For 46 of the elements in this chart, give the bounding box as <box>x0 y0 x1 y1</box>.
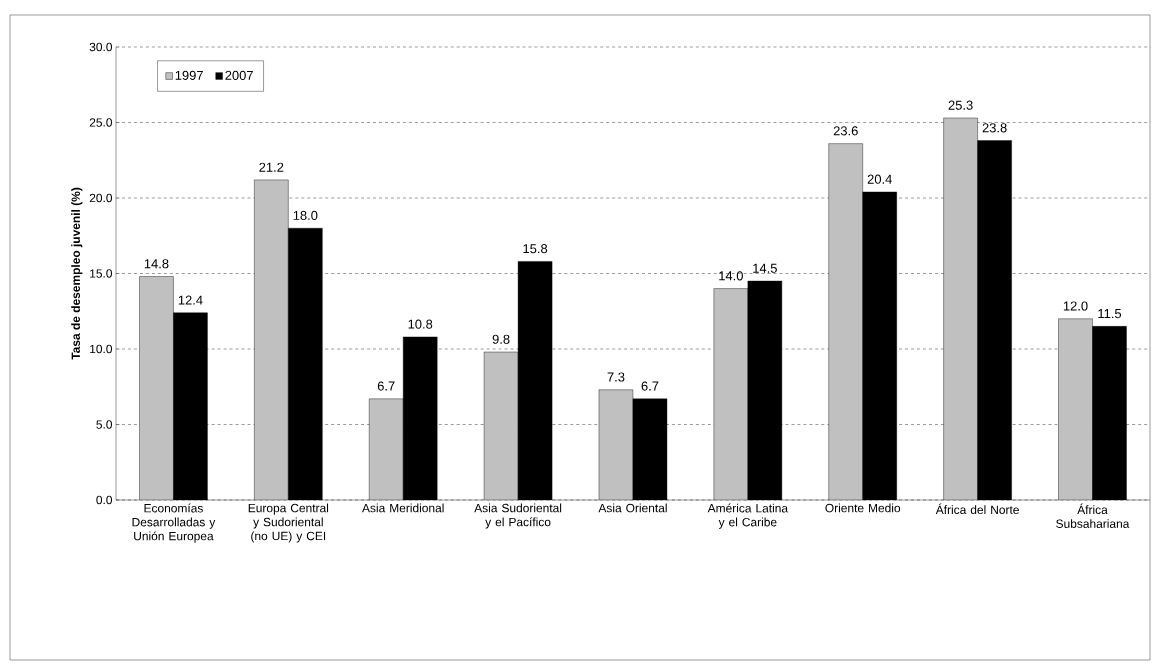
data-label: 18.0 <box>293 210 318 220</box>
data-label: 11.5 <box>1098 309 1122 319</box>
x-tick-label: África Subsahariana <box>1056 503 1130 528</box>
data-label: 10.8 <box>408 319 433 329</box>
data-label: 14.8 <box>144 259 169 269</box>
y-tick-label: 20.0 <box>89 193 113 203</box>
data-label: 6.7 <box>377 381 395 391</box>
x-tick-label: África del Norte <box>935 503 1019 514</box>
y-tick-label: 15.0 <box>90 269 113 278</box>
data-label: 12.4 <box>178 295 203 305</box>
data-label: 12.0 <box>1063 301 1088 311</box>
y-axis-title: Tasa de desempleo juvenil (%) <box>71 187 83 360</box>
y-tick-label: 5.0 <box>96 420 113 429</box>
legend-label: 1997 <box>175 70 203 80</box>
bar <box>1058 318 1093 500</box>
y-tick-label: 10.0 <box>90 344 113 354</box>
bar <box>254 179 289 500</box>
x-tick-label: Asia Meridional <box>362 503 444 513</box>
legend-label: 2007 <box>225 70 253 80</box>
bar <box>139 276 174 500</box>
data-label: 9.8 <box>492 334 510 344</box>
x-tick-label: Asia Oriental <box>598 503 667 513</box>
y-tick-label: 30.0 <box>89 42 113 52</box>
data-label: 25.3 <box>948 100 973 110</box>
x-tick-label: Europa Central y Sudoriental (no UE) y CEI <box>248 503 329 543</box>
bar <box>828 143 863 500</box>
x-tick-label: Economías Desarrolladas y Unión Europea <box>132 503 216 543</box>
data-label: 6.7 <box>641 381 659 391</box>
data-label: 21.2 <box>259 162 284 172</box>
bar <box>369 398 404 500</box>
data-label: 23.8 <box>982 123 1007 133</box>
data-label: 23.6 <box>833 126 858 136</box>
bar <box>598 389 633 500</box>
data-label: 14.5 <box>753 263 777 273</box>
data-label: 14.0 <box>719 271 743 281</box>
data-label: 20.4 <box>867 174 892 184</box>
bar <box>713 288 748 500</box>
data-label: 15.8 <box>523 244 548 254</box>
y-tick-label: 25.0 <box>89 118 113 127</box>
x-tick-label: América Latina y el Caribe <box>707 503 789 529</box>
x-tick-label: Asia Sudoriental y el Pacífico <box>474 503 562 529</box>
bar <box>943 117 978 500</box>
y-tick-label: 0.0 <box>96 495 113 505</box>
data-label: 7.3 <box>607 372 625 382</box>
x-tick-label: Oriente Medio <box>825 503 901 513</box>
bar <box>484 352 519 500</box>
